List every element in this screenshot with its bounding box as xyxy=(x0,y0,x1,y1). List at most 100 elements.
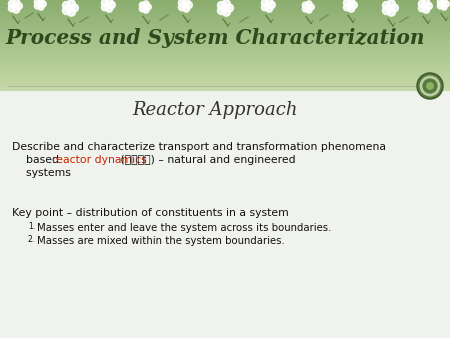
Circle shape xyxy=(437,0,443,5)
Circle shape xyxy=(143,1,149,7)
Circle shape xyxy=(34,0,40,5)
Text: 2.: 2. xyxy=(28,235,35,244)
Bar xyxy=(0,22,450,24)
Circle shape xyxy=(388,6,392,10)
Circle shape xyxy=(217,1,225,9)
Circle shape xyxy=(348,3,352,7)
Bar xyxy=(0,29,450,32)
Bar xyxy=(0,25,450,27)
Circle shape xyxy=(343,4,351,11)
Circle shape xyxy=(443,1,449,7)
Circle shape xyxy=(222,8,230,16)
Circle shape xyxy=(306,1,312,7)
Bar xyxy=(0,80,450,83)
Bar xyxy=(0,87,450,89)
Bar xyxy=(0,8,450,11)
Bar xyxy=(0,1,450,3)
Bar xyxy=(0,31,450,33)
Bar xyxy=(0,28,450,30)
Circle shape xyxy=(34,3,40,9)
Circle shape xyxy=(106,3,110,7)
Bar xyxy=(0,4,450,6)
Circle shape xyxy=(387,8,396,16)
Circle shape xyxy=(101,4,108,11)
Bar xyxy=(0,83,450,86)
Circle shape xyxy=(268,1,275,8)
Bar xyxy=(0,85,450,88)
Bar xyxy=(0,46,450,48)
Circle shape xyxy=(266,3,270,7)
Text: Masses are mixed within the system boundaries.: Masses are mixed within the system bound… xyxy=(37,236,285,246)
Bar xyxy=(0,15,450,17)
Circle shape xyxy=(183,5,190,12)
Bar xyxy=(0,76,450,78)
Bar xyxy=(0,74,450,77)
Circle shape xyxy=(108,1,115,8)
Text: Masses enter and leave the system across its boundaries.: Masses enter and leave the system across… xyxy=(37,223,331,233)
Bar xyxy=(0,48,450,50)
Text: Reactor Approach: Reactor Approach xyxy=(132,101,298,119)
Circle shape xyxy=(441,4,447,10)
Circle shape xyxy=(348,5,355,12)
Circle shape xyxy=(106,5,112,12)
Circle shape xyxy=(266,0,273,5)
Bar xyxy=(0,55,450,57)
Bar xyxy=(0,35,450,38)
Bar xyxy=(0,63,450,65)
Bar xyxy=(0,13,450,16)
Bar xyxy=(0,26,450,29)
Circle shape xyxy=(178,0,185,6)
Circle shape xyxy=(348,0,355,5)
Circle shape xyxy=(63,1,71,9)
Circle shape xyxy=(63,6,71,15)
Bar xyxy=(0,18,450,20)
Circle shape xyxy=(15,2,22,9)
Circle shape xyxy=(382,6,391,15)
Bar xyxy=(0,2,450,5)
Circle shape xyxy=(68,0,75,8)
Circle shape xyxy=(13,0,20,6)
Circle shape xyxy=(261,4,268,11)
Bar xyxy=(0,77,450,80)
Circle shape xyxy=(140,6,145,12)
Circle shape xyxy=(302,2,308,8)
Circle shape xyxy=(382,1,391,9)
Circle shape xyxy=(425,2,432,9)
Circle shape xyxy=(9,0,15,7)
Circle shape xyxy=(68,6,72,10)
Circle shape xyxy=(417,73,443,99)
Bar xyxy=(0,61,450,64)
Circle shape xyxy=(266,5,273,12)
Bar xyxy=(0,73,450,75)
Bar xyxy=(0,7,450,9)
Bar xyxy=(0,19,450,22)
Circle shape xyxy=(178,4,185,11)
Bar xyxy=(0,49,450,51)
Bar xyxy=(0,52,450,54)
Circle shape xyxy=(140,2,145,8)
Circle shape xyxy=(302,6,308,12)
Circle shape xyxy=(9,5,15,12)
Bar xyxy=(0,56,450,59)
Circle shape xyxy=(183,3,187,7)
Circle shape xyxy=(418,5,425,12)
Text: based: based xyxy=(12,155,63,165)
Circle shape xyxy=(38,4,44,10)
Circle shape xyxy=(426,82,434,90)
Bar xyxy=(0,59,450,62)
Bar xyxy=(0,50,450,53)
Bar xyxy=(0,16,450,19)
Text: Key point – distribution of constituents in a system: Key point – distribution of constituents… xyxy=(12,208,289,218)
Bar xyxy=(0,42,450,44)
Bar xyxy=(0,66,450,68)
Text: (반응공학) – natural and engineered: (반응공학) – natural and engineered xyxy=(117,155,296,165)
Bar xyxy=(0,32,450,35)
Circle shape xyxy=(106,0,112,5)
Bar xyxy=(0,24,450,26)
Text: Process and System Characterization: Process and System Characterization xyxy=(5,28,425,48)
Circle shape xyxy=(13,4,17,8)
Circle shape xyxy=(68,8,75,16)
Bar xyxy=(0,45,450,47)
Bar xyxy=(0,0,450,2)
Circle shape xyxy=(306,5,310,8)
